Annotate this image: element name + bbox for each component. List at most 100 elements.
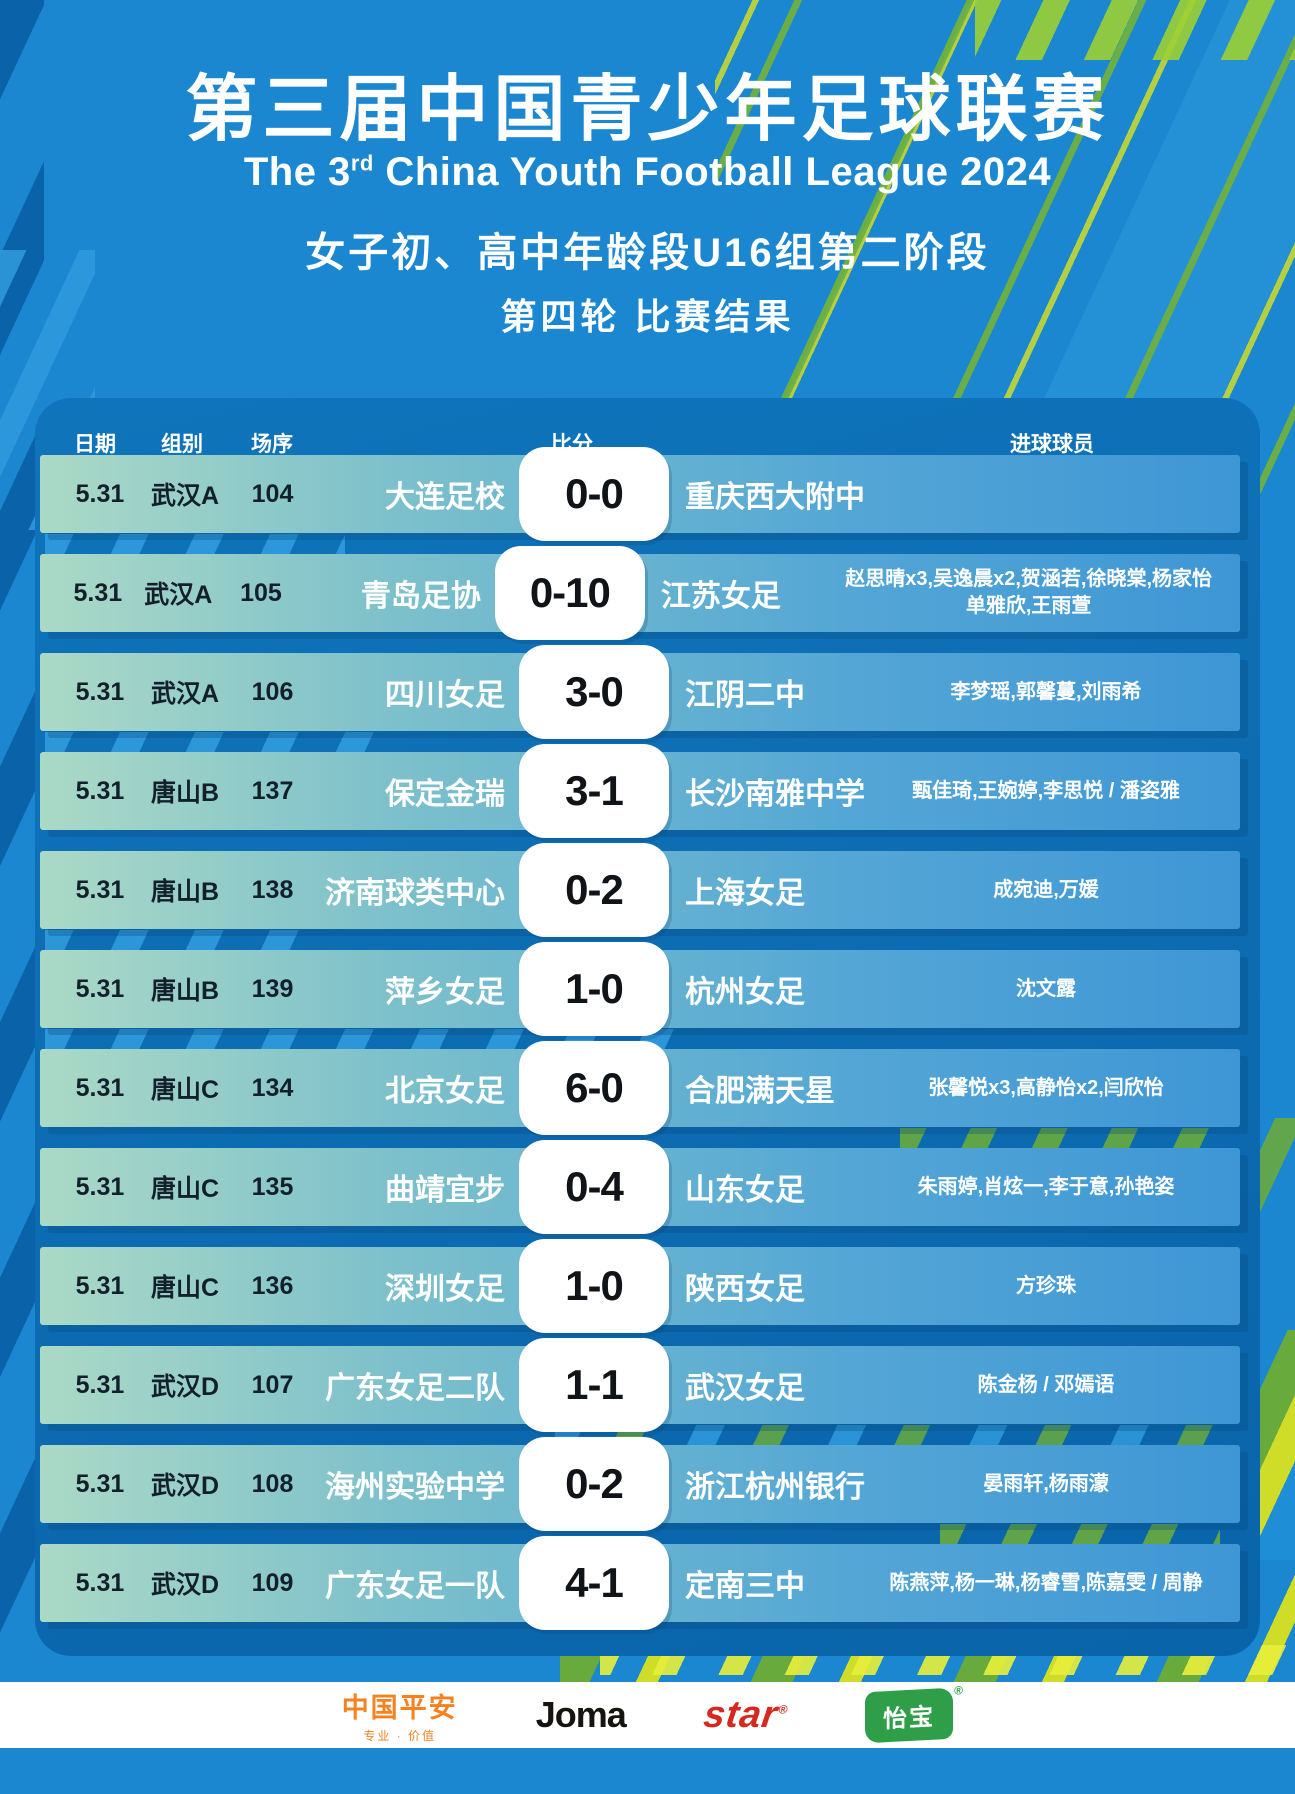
sponsor-band: 中国平安 专业 · 价值 Joma star® 怡宝 ®	[0, 1682, 1295, 1748]
match-date: 5.31	[75, 1568, 125, 1597]
match-date: 5.31	[75, 479, 125, 508]
goal-scorers-line1: 陈燕萍,杨一琳,杨睿雪,陈嘉雯 / 周静	[889, 1571, 1203, 1594]
home-team: 四川女足	[385, 679, 505, 712]
goal-scorers-line1: 朱雨婷,肖炫一,李于意,孙艳姿	[917, 1175, 1175, 1198]
decor-gap-stripes	[45, 534, 345, 556]
away-team: 陕西女足	[685, 1273, 805, 1306]
match-group: 武汉D	[150, 1472, 220, 1500]
match-score: 1-0	[565, 965, 624, 1012]
match-group: 武汉D	[150, 1373, 220, 1401]
pingan-logo: 中国平安 专业 · 价值	[342, 1686, 458, 1744]
match-row: 5.31 唐山B 137 保定金瑞 3-1 长沙南雅中学 甄佳琦,王婉婷,李思悦…	[40, 744, 1240, 838]
away-team: 重庆西大附中	[685, 481, 865, 514]
home-team: 北京女足	[385, 1075, 505, 1108]
match-date: 5.31	[73, 578, 123, 607]
match-date: 5.31	[75, 974, 125, 1003]
star-wordmark: star	[700, 1693, 781, 1736]
goal-scorers: 沈文露	[880, 976, 1240, 1003]
match-number: 135	[251, 1172, 294, 1201]
goal-scorers: 陈金杨 / 邓嫣语	[880, 1372, 1240, 1399]
match-row: 5.31 唐山B 138 济南球类中心 0-2 上海女足 成宛迪,万媛	[40, 843, 1240, 937]
goal-scorers-line1: 晏雨轩,杨雨濛	[983, 1472, 1109, 1495]
match-date: 5.31	[75, 1469, 125, 1498]
match-date: 5.31	[75, 677, 125, 706]
match-row: 5.31 武汉D 107 广东女足二队 1-1 武汉女足 陈金杨 / 邓嫣语	[40, 1338, 1240, 1432]
match-score: 0-10	[529, 569, 611, 616]
home-team: 广东女足一队	[325, 1570, 505, 1603]
yibao-registered-mark: ®	[954, 1682, 966, 1698]
age-group-subtitle: 女子初、高中年龄段U16组第二阶段	[305, 231, 990, 275]
match-row: 5.31 唐山C 134 北京女足 6-0 合肥满天星 张馨悦x3,高静怡x2,…	[40, 1041, 1240, 1135]
decor-gap-stripes	[45, 1029, 685, 1051]
home-team: 深圳女足	[385, 1273, 505, 1306]
match-number: 138	[251, 875, 294, 904]
yibao-logo: 怡宝 ®	[865, 1683, 965, 1743]
match-score: 1-1	[565, 1361, 624, 1408]
column-header-group: 组别	[161, 433, 203, 456]
goal-scorers: 方珍珠	[880, 1273, 1240, 1300]
home-team: 广东女足二队	[325, 1372, 505, 1405]
match-number: 109	[251, 1568, 294, 1597]
decor-gap-stripes	[45, 930, 325, 952]
match-date: 5.31	[75, 776, 125, 805]
column-header-date: 日期	[74, 433, 116, 456]
match-group: 唐山C	[150, 1274, 220, 1302]
goal-scorers: 张馨悦x3,高静怡x2,闫欣怡	[880, 1075, 1240, 1102]
away-team: 杭州女足	[685, 976, 805, 1009]
match-number: 136	[251, 1271, 294, 1300]
match-number: 104	[251, 479, 294, 508]
match-row: 5.31 唐山C 135 曲靖宜步 0-4 山东女足 朱雨婷,肖炫一,李于意,孙…	[40, 1140, 1240, 1234]
title-chinese: 第三届中国青少年足球联赛	[185, 70, 1110, 150]
match-score: 0-0	[565, 470, 624, 517]
score-pill: 3-0	[519, 645, 669, 739]
match-date: 5.31	[75, 1370, 125, 1399]
goal-scorers: 晏雨轩,杨雨濛	[880, 1471, 1240, 1498]
title-english-ordinal: rd	[350, 150, 374, 176]
score-pill: 0-2	[519, 1437, 669, 1531]
results-panel: 日期 组别 场序 比分 进球球员 5.31 武汉A 104 大连足校 0-0 重…	[35, 398, 1260, 1656]
match-score: 0-2	[565, 1460, 624, 1507]
match-number: 139	[251, 974, 294, 1003]
score-pill: 0-2	[519, 843, 669, 937]
goal-scorers-line1: 成宛迪,万媛	[993, 878, 1099, 901]
goal-scorers: 赵思晴x3,吴逸晨x2,贺涵若,徐晓棠,杨家怡 单雅欣,王雨萱	[845, 566, 1240, 620]
score-pill: 0-10	[494, 546, 645, 640]
match-row: 5.31 武汉D 108 海州实验中学 0-2 浙江杭州银行 晏雨轩,杨雨濛	[40, 1437, 1240, 1531]
star-registered-mark: ®	[777, 1701, 790, 1716]
title-english-prefix: The 3	[243, 150, 351, 194]
results-rows: 5.31 武汉A 104 大连足校 0-0 重庆西大附中 5.31 武汉A 10…	[40, 447, 1240, 1643]
match-number: 105	[240, 578, 282, 607]
yibao-wordmark: 怡宝	[883, 1703, 936, 1733]
match-group: 唐山C	[150, 1175, 220, 1203]
goal-scorers-line1: 方珍珠	[1016, 1274, 1076, 1297]
away-team: 山东女足	[685, 1174, 805, 1207]
match-date: 5.31	[75, 1271, 125, 1300]
away-team: 合肥满天星	[685, 1075, 835, 1108]
score-pill: 1-0	[519, 1239, 669, 1333]
score-pill: 0-4	[519, 1140, 669, 1234]
match-row: 5.31 唐山C 136 深圳女足 1-0 陕西女足 方珍珠	[40, 1239, 1240, 1333]
pingan-logo-text: 中国平安	[341, 1693, 458, 1723]
away-team: 江苏女足	[660, 580, 781, 613]
away-team: 定南三中	[685, 1570, 805, 1603]
match-number: 134	[251, 1073, 294, 1102]
goal-scorers-line1: 张馨悦x3,高静怡x2,闫欣怡	[928, 1076, 1164, 1099]
goal-scorers: 甄佳琦,王婉婷,李思悦 / 潘姿雅	[880, 778, 1240, 805]
goal-scorers-line2: 单雅欣,王雨萱	[965, 595, 1092, 617]
goal-scorers-line1: 甄佳琦,王婉婷,李思悦 / 潘姿雅	[912, 779, 1180, 802]
goal-scorers-line1: 陈金杨 / 邓嫣语	[977, 1373, 1115, 1396]
title-english: The 3rd China Youth Football League 2024	[0, 150, 1295, 195]
score-pill: 6-0	[519, 1041, 669, 1135]
match-date: 5.31	[75, 875, 125, 904]
score-pill: 4-1	[519, 1536, 669, 1630]
decor-gap-stripes	[45, 732, 405, 754]
match-score: 4-1	[565, 1559, 624, 1606]
home-team: 大连足校	[385, 481, 505, 514]
match-group: 武汉A	[150, 680, 220, 708]
match-number: 108	[251, 1469, 294, 1498]
match-score: 3-1	[565, 767, 624, 814]
home-team: 济南球类中心	[325, 877, 505, 910]
match-row: 5.31 武汉A 104 大连足校 0-0 重庆西大附中	[40, 447, 1240, 541]
away-team: 长沙南雅中学	[685, 778, 865, 811]
match-score: 0-4	[565, 1163, 624, 1210]
